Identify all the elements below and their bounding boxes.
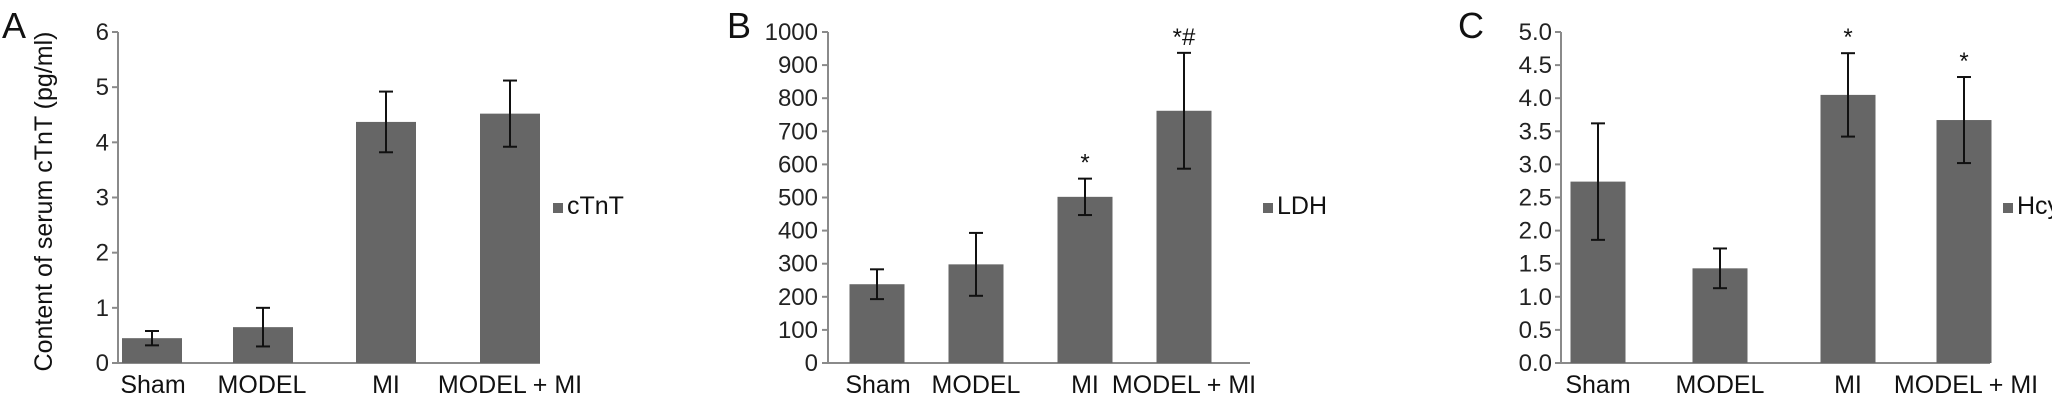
category-label: MI (372, 371, 400, 399)
y-tick-label: 5 (96, 74, 109, 101)
y-tick-label: 0.5 (1519, 317, 1552, 344)
y-tick-label: 300 (778, 251, 818, 278)
y-tick-label: 0 (805, 350, 818, 377)
y-tick-label: 600 (778, 151, 818, 178)
category-label: MODEL (1676, 371, 1765, 399)
significance-marker: * (1080, 150, 1089, 177)
category-label: Sham (845, 371, 910, 399)
panel-label: C (1458, 5, 1484, 46)
category-label: Sham (1565, 371, 1630, 399)
category-label: MODEL + MI (1112, 371, 1256, 399)
legend-label: Hcy (2017, 192, 2052, 220)
panel-label: B (727, 5, 751, 46)
y-tick-label: 6 (96, 19, 109, 46)
y-tick-label: 1000 (765, 19, 818, 46)
category-label: MODEL + MI (438, 371, 582, 399)
y-tick-label: 0.0 (1519, 350, 1552, 377)
y-tick-label: 1.0 (1519, 284, 1552, 311)
y-tick-label: 3 (96, 185, 109, 212)
panel-label: A (2, 5, 26, 46)
legend-swatch (2003, 203, 2013, 213)
y-tick-label: 400 (778, 218, 818, 245)
y-tick-label: 0 (96, 350, 109, 377)
y-tick-label: 2.5 (1519, 185, 1552, 212)
y-tick-label: 2 (96, 240, 109, 267)
legend-swatch (553, 203, 563, 213)
category-label: MODEL + MI (1894, 371, 2038, 399)
y-tick-label: 800 (778, 85, 818, 112)
category-label: MI (1071, 371, 1099, 399)
y-tick-label: 5.0 (1519, 19, 1552, 46)
y-tick-label: 4.5 (1519, 52, 1552, 79)
y-tick-label: 500 (778, 185, 818, 212)
bar (480, 113, 540, 363)
y-tick-label: 1 (96, 295, 109, 322)
significance-marker: * (1843, 24, 1852, 51)
y-tick-label: 1.5 (1519, 251, 1552, 278)
category-label: MODEL (218, 371, 307, 399)
y-tick-label: 700 (778, 118, 818, 145)
bar (356, 121, 416, 364)
y-tick-label: 3.5 (1519, 118, 1552, 145)
y-tick-label: 4.0 (1519, 85, 1552, 112)
category-label: Sham (120, 371, 185, 399)
bar (1820, 94, 1876, 363)
legend-label: cTnT (567, 192, 624, 220)
y-tick-label: 200 (778, 284, 818, 311)
y-tick-label: 4 (96, 129, 109, 156)
y-tick-label: 2.0 (1519, 218, 1552, 245)
y-tick-label: 3.0 (1519, 151, 1552, 178)
category-label: MODEL (932, 371, 1021, 399)
y-tick-label: 100 (778, 317, 818, 344)
category-label: MI (1834, 371, 1862, 399)
y-tick-label: 900 (778, 52, 818, 79)
y-axis-title: Content of serum cTnT (pg/ml) (30, 32, 58, 372)
significance-marker: * (1959, 48, 1968, 75)
legend-swatch (1263, 203, 1273, 213)
bar (1057, 196, 1113, 363)
significance-marker: *# (1173, 24, 1196, 51)
legend-label: LDH (1277, 192, 1327, 220)
